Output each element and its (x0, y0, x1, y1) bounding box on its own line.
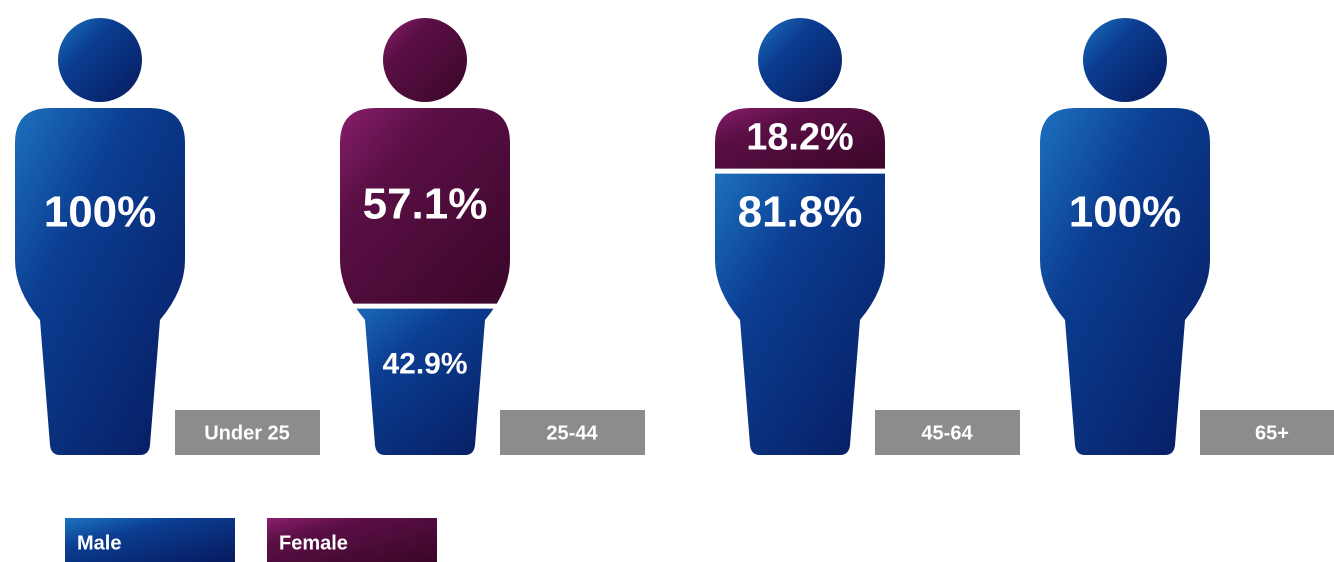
head (58, 18, 142, 102)
value-label: 18.2% (746, 117, 853, 159)
legend-label: Female (279, 532, 348, 554)
segment (715, 108, 885, 172)
value-label: 57.1% (363, 180, 488, 229)
legend-label: Male (77, 532, 121, 554)
value-label: 42.9% (382, 348, 467, 381)
segment (1040, 108, 1210, 455)
category-label: 45-64 (921, 422, 973, 444)
category-box (875, 410, 1020, 455)
category-label: 25-44 (546, 422, 598, 444)
head (758, 18, 842, 102)
value-label: 81.8% (738, 188, 863, 237)
segment (15, 108, 185, 455)
category-label: Under 25 (204, 422, 290, 444)
head (1083, 18, 1167, 102)
segment (340, 108, 510, 307)
legend-swatch (267, 518, 437, 562)
head (383, 18, 467, 102)
legend-swatch (65, 518, 235, 562)
category-box (1200, 410, 1334, 455)
category-label: 65+ (1255, 422, 1289, 444)
category-box (500, 410, 645, 455)
value-label: 100% (44, 188, 157, 237)
category-box (175, 410, 320, 455)
value-label: 100% (1069, 188, 1182, 237)
